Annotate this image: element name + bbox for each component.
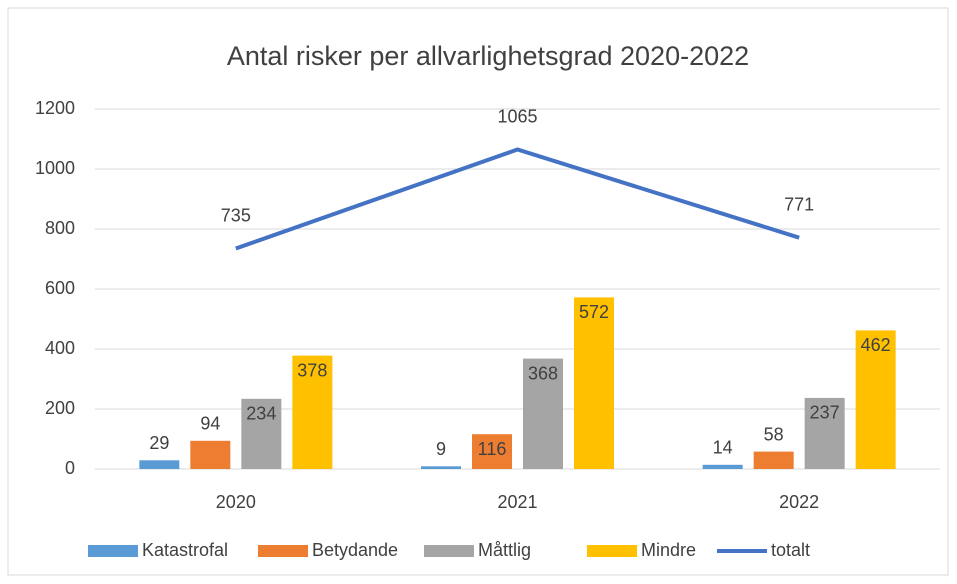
y-tick-label: 800 xyxy=(45,218,75,238)
data-label: 14 xyxy=(713,438,733,458)
data-label: 237 xyxy=(810,403,840,423)
bar xyxy=(190,440,231,469)
data-label: 29 xyxy=(149,433,169,453)
data-label: 94 xyxy=(200,414,220,434)
bar xyxy=(139,460,180,469)
data-label: 572 xyxy=(579,302,609,322)
chart-frame xyxy=(7,7,949,576)
legend-swatch xyxy=(587,545,637,557)
x-tick-label: 2022 xyxy=(779,492,819,512)
x-tick-label: 2020 xyxy=(216,492,256,512)
data-label: 116 xyxy=(478,439,507,459)
bar xyxy=(523,358,563,469)
y-tick-label: 200 xyxy=(45,398,75,418)
data-label: 58 xyxy=(764,424,784,444)
data-label: 771 xyxy=(784,194,814,214)
bar xyxy=(574,297,614,469)
legend-label: Mindre xyxy=(641,540,696,560)
y-tick-label: 400 xyxy=(45,338,75,358)
x-tick-label: 2021 xyxy=(497,492,537,512)
legend-swatch xyxy=(258,545,308,557)
data-label: 368 xyxy=(528,363,558,383)
y-tick-label: 1200 xyxy=(35,98,75,118)
bar xyxy=(702,464,743,469)
legend-swatch xyxy=(88,545,138,557)
data-label: 462 xyxy=(861,335,891,355)
bar xyxy=(292,355,333,469)
bar xyxy=(472,434,512,469)
legend-swatch xyxy=(424,545,474,557)
legend-label: totalt xyxy=(771,540,810,560)
bar xyxy=(421,466,461,469)
data-label: 9 xyxy=(436,439,446,459)
bar xyxy=(804,397,845,469)
y-tick-label: 600 xyxy=(45,278,75,298)
bar xyxy=(241,398,282,469)
legend-label: Katastrofal xyxy=(142,540,228,560)
data-label: 735 xyxy=(221,205,251,225)
bar xyxy=(753,451,794,469)
y-tick-label: 1000 xyxy=(35,158,75,178)
data-label: 1065 xyxy=(497,106,537,126)
line xyxy=(235,147,800,251)
bar xyxy=(855,330,896,469)
data-label: 234 xyxy=(246,404,276,424)
chart-title: Antal risker per allvarlighetsgrad 2020-… xyxy=(227,41,749,71)
legend-label: Betydande xyxy=(312,540,398,560)
y-tick-label: 0 xyxy=(65,458,75,478)
legend-label: Måttlig xyxy=(478,540,531,560)
data-label: 378 xyxy=(297,360,327,380)
